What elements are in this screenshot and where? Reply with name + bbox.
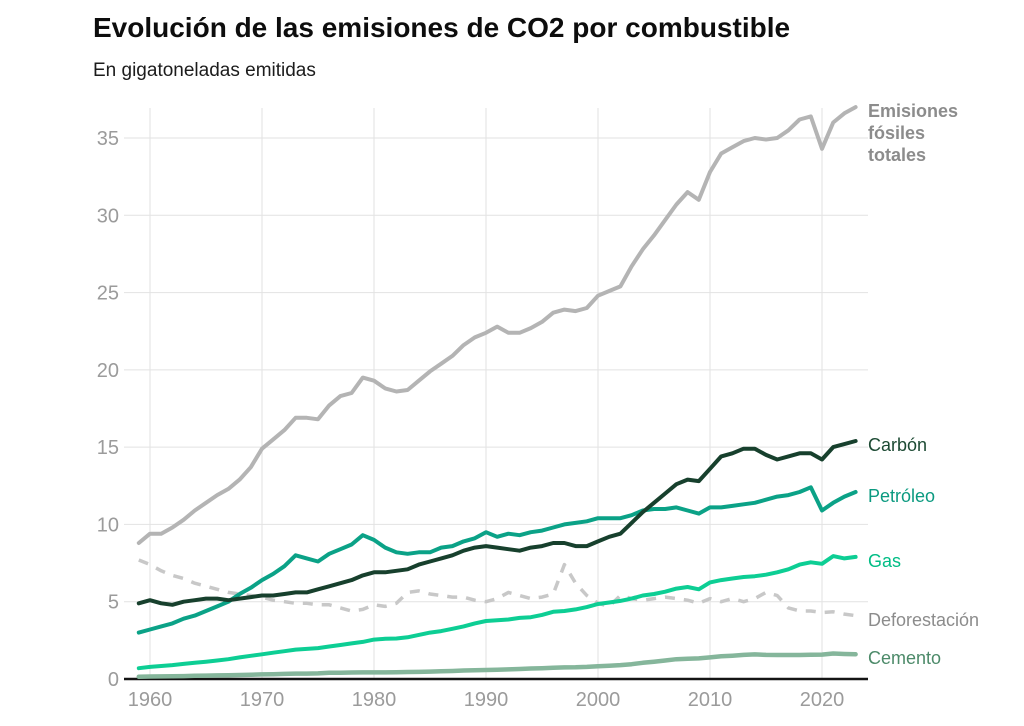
x-tick-1980: 1980 (352, 689, 397, 711)
series-line-emisiones-fosiles-totales (136, 105, 858, 545)
x-tick-1970: 1970 (240, 689, 285, 711)
y-tick-15: 15 (97, 437, 119, 459)
series-label-gas: Gas (868, 551, 902, 571)
series-label-petroleo: Petróleo (868, 486, 936, 506)
y-tick-20: 20 (97, 360, 119, 382)
series-line-gas (136, 554, 858, 671)
series-label-deforestacion: Deforestación (868, 610, 980, 630)
x-tick-2010: 2010 (688, 689, 733, 711)
y-tick-25: 25 (97, 283, 119, 305)
page-subtitle: En gigatoneladas emitidas (93, 60, 316, 81)
y-tick-30: 30 (97, 205, 119, 227)
y-tick-5: 5 (108, 592, 119, 614)
series-label-cemento: Cemento (868, 648, 942, 668)
series-line-petroleo (136, 485, 858, 635)
series-label-carbon: Carbón (868, 435, 928, 455)
x-tick-1990: 1990 (464, 689, 509, 711)
x-tick-2000: 2000 (576, 689, 621, 711)
y-tick-35: 35 (97, 128, 119, 150)
y-tick-10: 10 (97, 514, 119, 536)
x-tick-1960: 1960 (128, 689, 173, 711)
series-line-deforestacion (138, 558, 856, 618)
page-title: Evolución de las emisiones de CO2 por co… (93, 12, 791, 43)
x-tick-2020: 2020 (800, 689, 845, 711)
series-line-cemento (136, 651, 858, 679)
series-line-carbon (136, 439, 858, 607)
series-label-emisiones-fosiles-totales: Emisiones fósiles totales (868, 101, 959, 165)
y-tick-0: 0 (108, 669, 119, 691)
